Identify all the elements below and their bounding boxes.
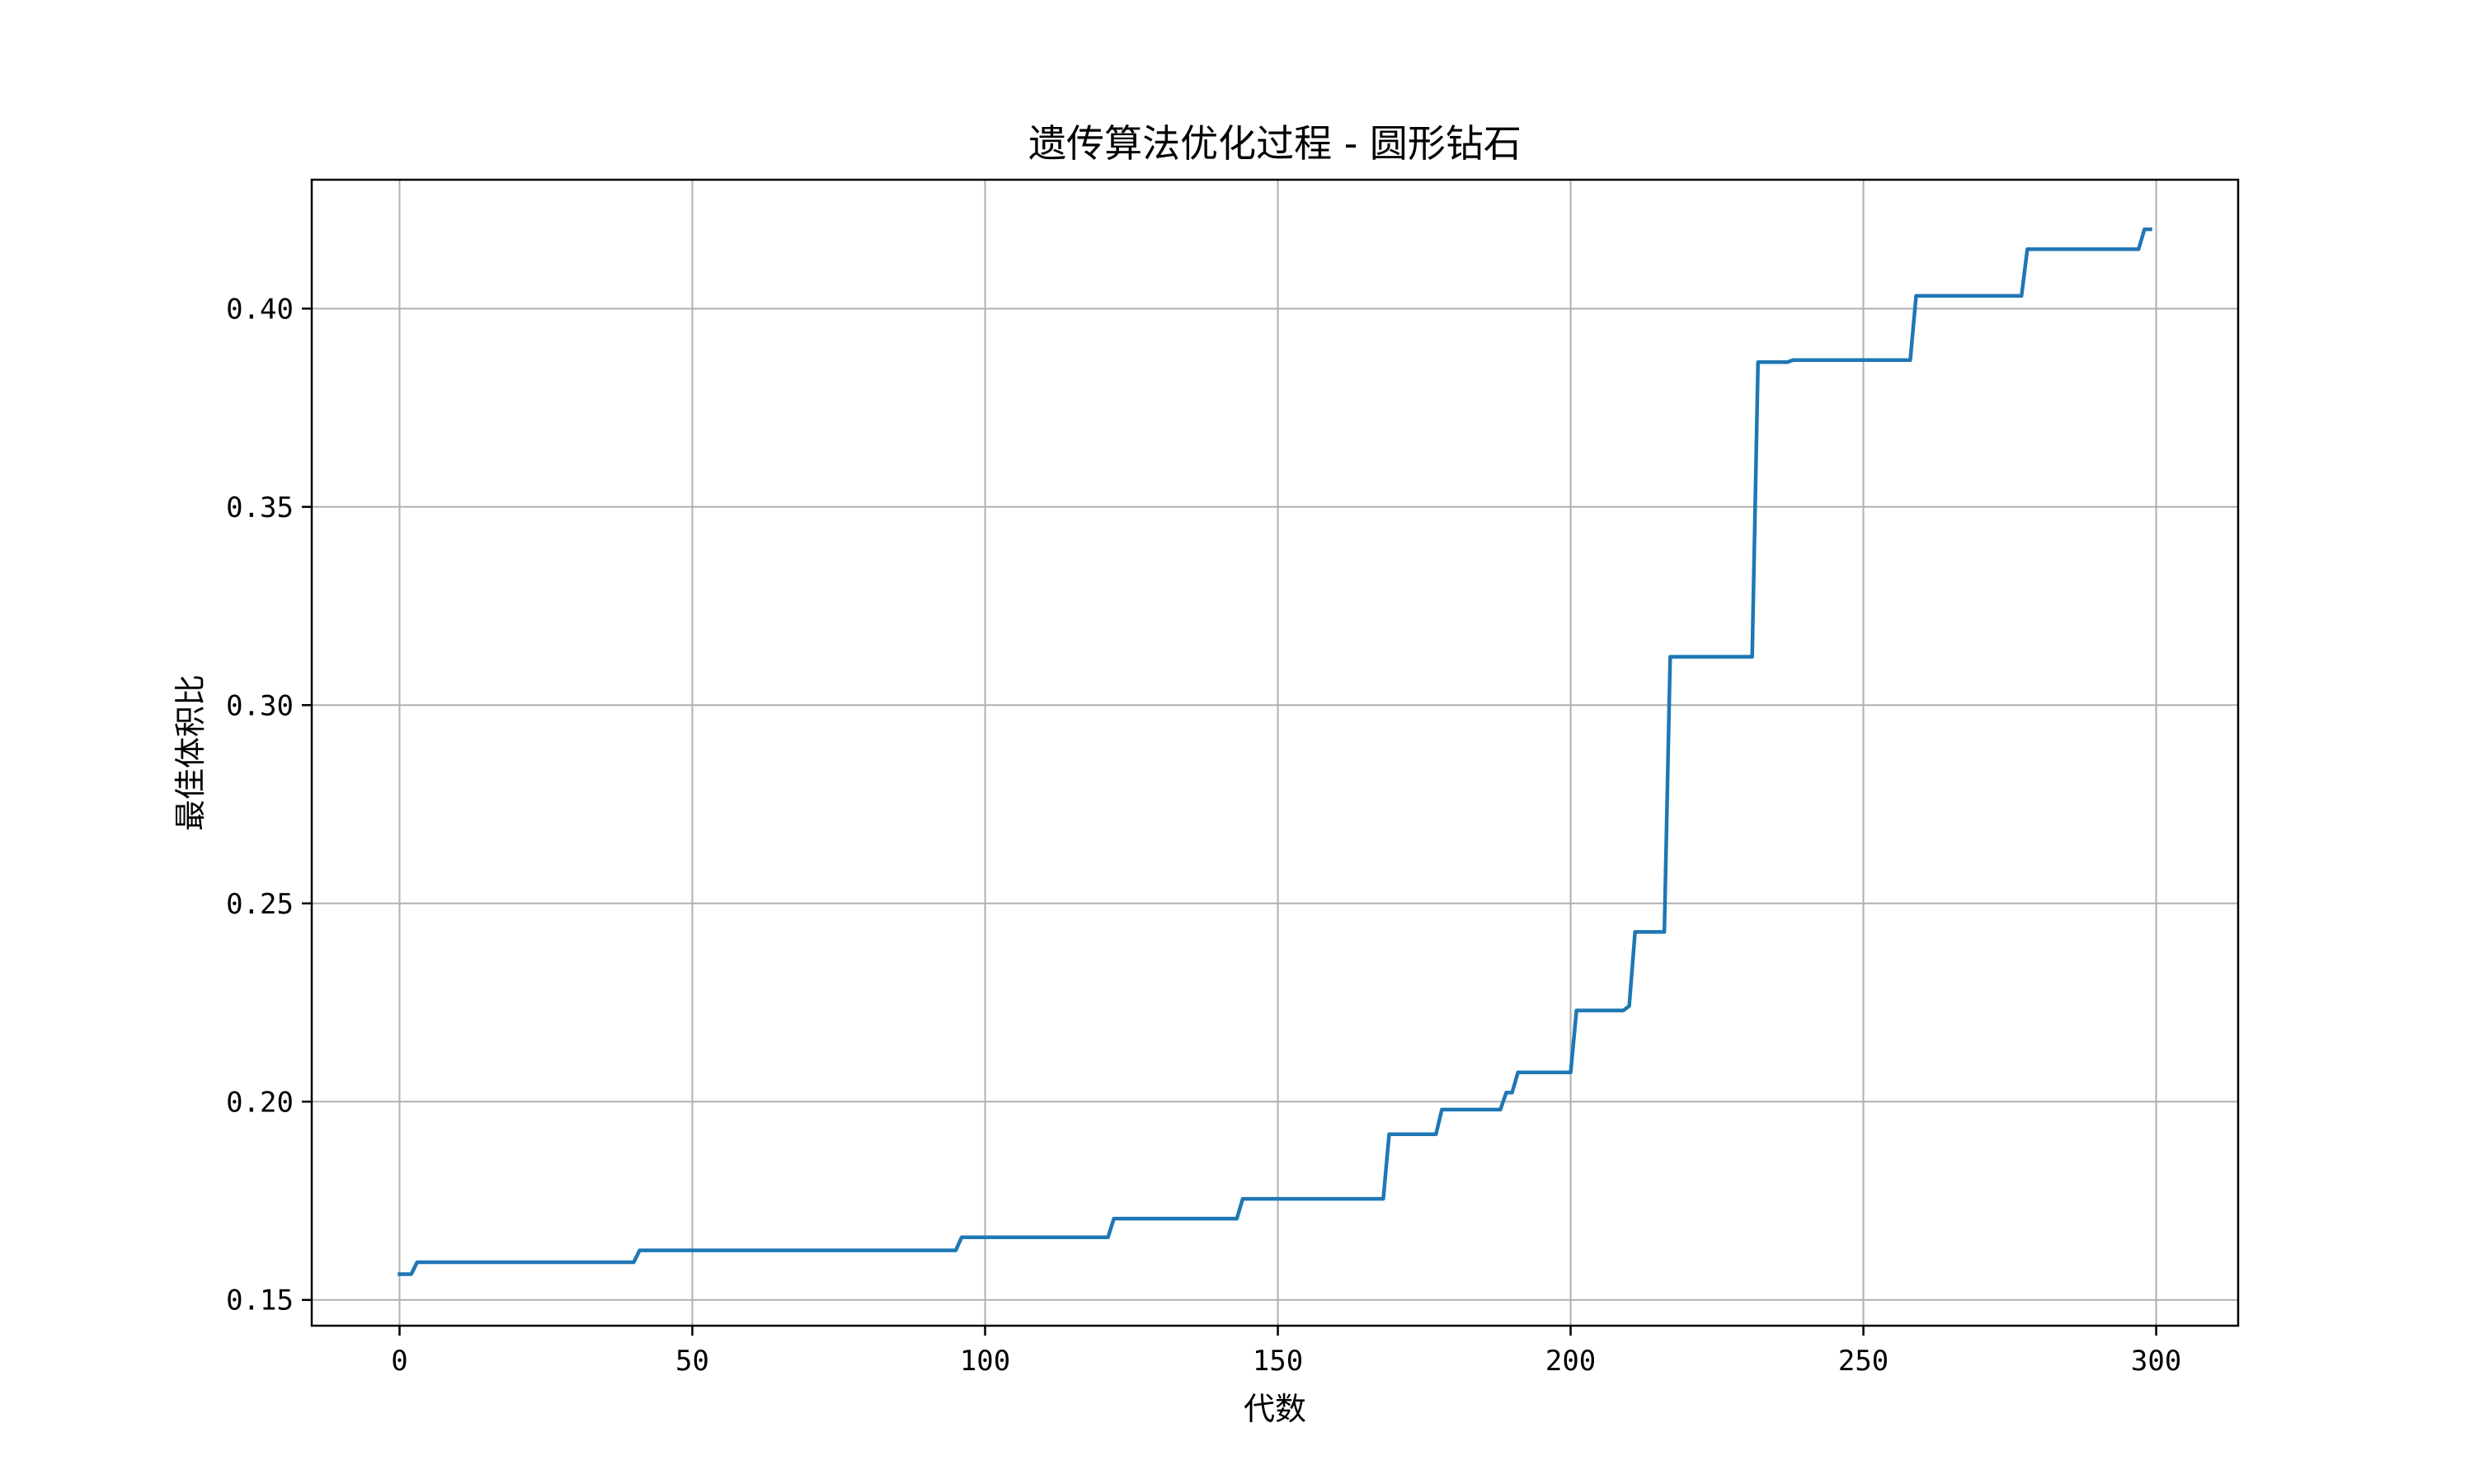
x-tick-label: 250 (1838, 1345, 1888, 1378)
y-tick-label: 0.25 (226, 888, 294, 921)
x-tick-label: 200 (1545, 1345, 1596, 1378)
series-layer (397, 227, 2152, 1276)
x-axis-label: 代数 (1244, 1391, 1306, 1427)
y-tick-label: 0.40 (226, 293, 294, 326)
chart-title: 遗传算法优化过程 - 圆形钻石 (1028, 121, 1522, 166)
x-tick-label: 150 (1253, 1345, 1303, 1378)
y-axis-label: 最佳体积比 (172, 674, 209, 831)
x-tick-label: 100 (960, 1345, 1010, 1378)
y-tick-label: 0.20 (226, 1086, 294, 1119)
y-tick-label: 0.15 (226, 1284, 294, 1317)
x-tick-label: 300 (2131, 1345, 2181, 1378)
x-axis: 0 50 100 150 200 250 300 (391, 1326, 2181, 1378)
x-tick-label: 50 (675, 1345, 709, 1378)
series-line (397, 227, 2152, 1276)
y-tick-label: 0.35 (226, 491, 294, 524)
y-axis: 0.15 0.20 0.25 0.30 0.35 0.40 (226, 293, 312, 1317)
grid-lines (312, 180, 2238, 1326)
y-tick-label: 0.30 (226, 689, 294, 722)
x-tick-label: 0 (391, 1345, 407, 1378)
plot-frame (310, 178, 2240, 1327)
